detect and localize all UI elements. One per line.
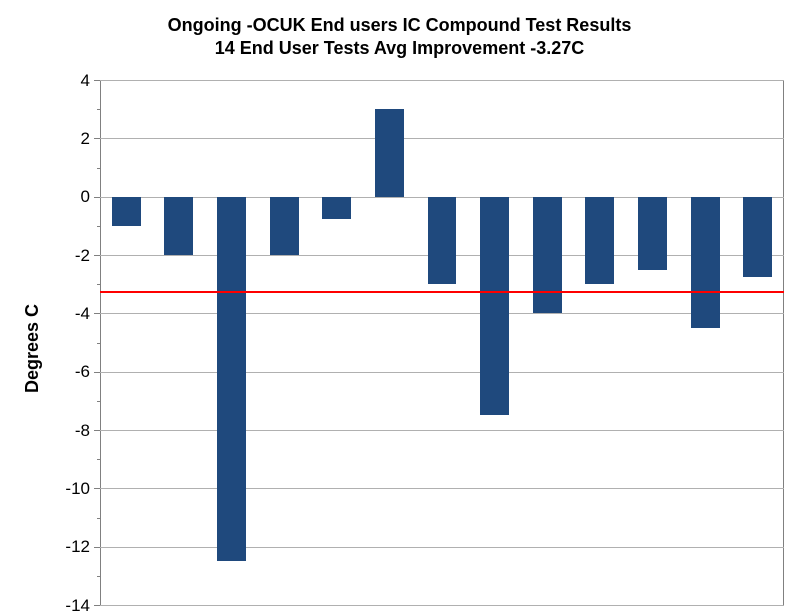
y-tick-label: 4 (40, 71, 90, 91)
bar (691, 197, 720, 328)
y-tick-major (94, 138, 100, 139)
y-tick-minor (97, 226, 100, 227)
chart-title-line2: 14 End User Tests Avg Improvement -3.27C (0, 37, 799, 60)
y-tick-major (94, 80, 100, 81)
bar (164, 197, 193, 255)
y-tick-major (94, 313, 100, 314)
y-tick-label: -12 (40, 537, 90, 557)
chart-title: Ongoing -OCUK End users IC Compound Test… (0, 14, 799, 59)
y-tick-major (94, 605, 100, 606)
y-tick-label: -8 (40, 421, 90, 441)
y-tick-minor (97, 284, 100, 285)
y-tick-major (94, 430, 100, 431)
chart-title-line1: Ongoing -OCUK End users IC Compound Test… (0, 14, 799, 37)
grid-line (100, 547, 784, 548)
bar (322, 197, 351, 219)
bar (428, 197, 457, 285)
bar (480, 197, 509, 416)
y-tick-label: -2 (40, 246, 90, 266)
grid-line (100, 605, 784, 606)
y-tick-label: 2 (40, 129, 90, 149)
y-tick-major (94, 255, 100, 256)
y-tick-minor (97, 109, 100, 110)
y-tick-label: -14 (40, 596, 90, 615)
y-tick-label: 0 (40, 187, 90, 207)
y-tick-major (94, 547, 100, 548)
y-tick-minor (97, 518, 100, 519)
y-tick-label: -6 (40, 362, 90, 382)
plot-border-left (100, 80, 101, 605)
plot-area (100, 80, 784, 605)
grid-line (100, 313, 784, 314)
grid-line (100, 80, 784, 81)
grid-line (100, 372, 784, 373)
bar (585, 197, 614, 285)
y-tick-minor (97, 576, 100, 577)
y-tick-minor (97, 401, 100, 402)
plot-border-right (783, 80, 784, 605)
bar (638, 197, 667, 270)
y-tick-minor (97, 459, 100, 460)
grid-line (100, 430, 784, 431)
bar (375, 109, 404, 197)
y-tick-major (94, 372, 100, 373)
grid-line (100, 488, 784, 489)
grid-line (100, 138, 784, 139)
bar (533, 197, 562, 314)
y-tick-minor (97, 343, 100, 344)
reference-line (100, 291, 784, 293)
bar (743, 197, 772, 277)
y-tick-label: -4 (40, 304, 90, 324)
bar (270, 197, 299, 255)
y-tick-major (94, 488, 100, 489)
bar (112, 197, 141, 226)
y-tick-minor (97, 168, 100, 169)
bar (217, 197, 246, 562)
chart-container: Ongoing -OCUK End users IC Compound Test… (0, 0, 799, 615)
y-tick-major (94, 197, 100, 198)
y-tick-label: -10 (40, 479, 90, 499)
